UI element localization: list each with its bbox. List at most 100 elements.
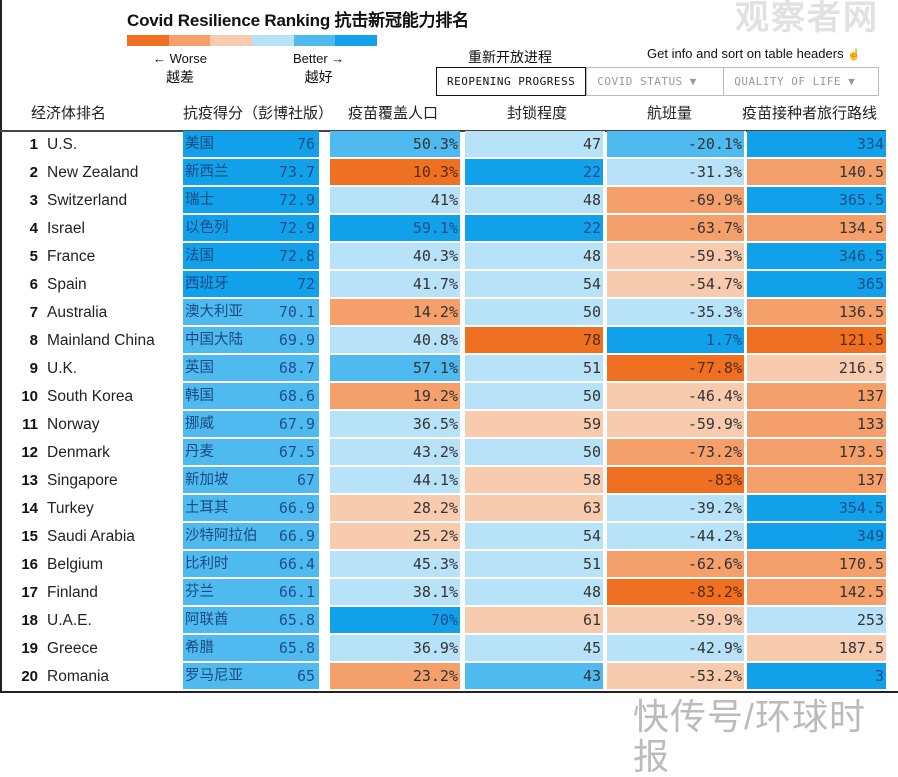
rank-number: 13 (21, 472, 38, 489)
score-cell: 中国大陆 69.9 (183, 327, 319, 354)
table-row[interactable]: 6 Spain 西班牙 72 41.7% 54 -54.7% 365 (0, 271, 890, 299)
travel-cell: 133 (747, 411, 886, 438)
score-value: 67.5 (278, 443, 315, 461)
table-row[interactable]: 20 Romania 罗马尼亚 65 23.2% 43 -53.2% 3 (0, 663, 890, 691)
table-row[interactable]: 4 Israel 以色列 72.9 59.1% 22 -63.7% 134.5 (0, 215, 890, 243)
score-value: 65 (296, 667, 315, 685)
rank-number: 8 (29, 332, 38, 349)
table-row[interactable]: 9 U.K. 英国 68.7 57.1% 51 -77.8% 216.5 (0, 355, 890, 383)
travel-cell: 140.5 (747, 159, 886, 186)
lockdown-cell: 54 (465, 523, 605, 550)
table-row[interactable]: 11 Norway 挪威 67.9 36.5% 59 -59.9% 133 (0, 411, 890, 439)
table-row[interactable]: 1 U.S. 美国 76 50.3% 47 -20.1% 334 (0, 131, 890, 159)
color-legend (127, 35, 378, 46)
country-name: Saudi Arabia (47, 528, 135, 545)
table-row[interactable]: 19 Greece 希腊 65.8 36.9% 45 -42.9% 187.5 (0, 635, 890, 663)
table-row[interactable]: 16 Belgium 比利时 66.4 45.3% 51 -62.6% 170.5 (0, 551, 890, 579)
header-economy[interactable]: 经济体排名 (31, 105, 107, 122)
vaccine-cell: 70% (330, 607, 460, 634)
table-row[interactable]: 17 Finland 芬兰 66.1 38.1% 48 -83.2% 142.5 (0, 579, 890, 607)
watermark-bottom: 快传号/环球时报 (633, 696, 867, 777)
vaccine-cell: 45.3% (330, 551, 460, 578)
score-value: 65.8 (278, 639, 315, 657)
worse-label: ← Worse (153, 51, 207, 66)
travel-cell: 349 (747, 523, 886, 550)
score-cell: 芬兰 66.1 (183, 579, 319, 606)
lockdown-cell: 51 (465, 355, 605, 382)
vaccine-cell: 38.1% (330, 579, 460, 606)
table-row[interactable]: 13 Singapore 新加坡 67 44.1% 58 -83% 137 (0, 467, 890, 495)
table-row[interactable]: 7 Australia 澳大利亚 70.1 14.2% 50 -35.3% 136.5 (0, 299, 890, 327)
table-row[interactable]: 3 Switzerland 瑞士 72.9 41% 48 -69.9% 365.5 (0, 187, 890, 215)
lockdown-cell: 63 (465, 495, 605, 522)
tabs-caption: 重新开放进程 (468, 49, 552, 65)
score-cell: 西班牙 72 (183, 271, 319, 298)
lockdown-cell: 50 (465, 299, 605, 326)
table-row[interactable]: 14 Turkey 土耳其 66.9 28.2% 63 -39.2% 354.5 (0, 495, 890, 523)
rank-number: 15 (21, 528, 38, 545)
legend-swatch (168, 35, 211, 46)
table-row[interactable]: 18 U.A.E. 阿联酋 65.8 70% 61 -59.9% 253 (0, 607, 890, 635)
score-value: 66.9 (278, 499, 315, 517)
score-value: 68.7 (278, 359, 315, 377)
vaccine-cell: 59.1% (330, 215, 460, 242)
header-flights[interactable]: 航班量 (647, 105, 693, 122)
flights-cell: -53.2% (607, 663, 746, 690)
travel-cell: 365 (747, 271, 886, 298)
travel-cell: 173.5 (747, 439, 886, 466)
country-name: Mainland China (47, 332, 155, 349)
tab-reopening-progress[interactable]: REOPENING PROGRESS (436, 67, 587, 96)
header-lockdown[interactable]: 封锁程度 (507, 105, 568, 122)
legend-swatch (252, 35, 294, 46)
vaccine-cell: 41% (330, 187, 460, 214)
table-row[interactable]: 5 France 法国 72.8 40.3% 48 -59.3% 346.5 (0, 243, 890, 271)
country-name: Australia (47, 304, 108, 321)
rank-number: 2 (29, 164, 38, 181)
tab-quality-of-life[interactable]: QUALITY OF LIFE ▼ (723, 68, 878, 95)
country-cn-name: 沙特阿拉伯 (185, 528, 258, 544)
rank-number: 7 (29, 304, 38, 321)
travel-cell: 253 (747, 607, 886, 634)
vaccine-cell: 43.2% (330, 439, 460, 466)
score-cell: 澳大利亚 70.1 (183, 299, 319, 326)
lockdown-cell: 48 (465, 579, 605, 606)
country-cn-name: 土耳其 (185, 500, 229, 516)
score-cell: 希腊 65.8 (183, 635, 319, 662)
country-cn-name: 澳大利亚 (185, 304, 243, 320)
country-cn-name: 新西兰 (185, 164, 229, 180)
lockdown-cell: 59 (465, 411, 605, 438)
rank-number: 10 (21, 388, 38, 405)
header-vaccine[interactable]: 疫苗覆盖人口 (348, 105, 439, 122)
table-row[interactable]: 10 South Korea 韩国 68.6 19.2% 50 -46.4% 137 (0, 383, 890, 411)
score-cell: 沙特阿拉伯 66.9 (183, 523, 319, 550)
tab-covid-status[interactable]: COVID STATUS ▼ (586, 68, 723, 95)
lockdown-cell: 54 (465, 271, 605, 298)
table-row[interactable]: 2 New Zealand 新西兰 73.7 10.3% 22 -31.3% 140.5 (0, 159, 890, 187)
country-cn-name: 法国 (185, 248, 214, 264)
vaccine-cell: 28.2% (330, 495, 460, 522)
country-cn-name: 瑞士 (185, 192, 214, 208)
header-travel[interactable]: 疫苗接种者旅行路线 (742, 105, 878, 122)
score-value: 66.1 (278, 583, 315, 601)
score-cell: 英国 68.7 (183, 355, 319, 382)
score-value: 67.9 (278, 415, 315, 433)
rank-number: 11 (22, 416, 38, 433)
rank-number: 6 (29, 276, 38, 293)
country-name: Denmark (47, 444, 110, 461)
table-row[interactable]: 12 Denmark 丹麦 67.5 43.2% 50 -73.2% 173.5 (0, 439, 890, 467)
country-name: Switzerland (47, 192, 128, 209)
lockdown-cell: 48 (465, 187, 605, 214)
rank-number: 16 (21, 556, 38, 573)
table-row[interactable]: 8 Mainland China 中国大陆 69.9 40.8% 78 1.7% 121.5 (0, 327, 890, 355)
header-score[interactable]: 抗疫得分（彭博社版） (183, 105, 334, 122)
flights-cell: -42.9% (607, 635, 746, 662)
score-cell: 瑞士 72.9 (183, 187, 319, 214)
flights-cell: -62.6% (607, 551, 746, 578)
country-name: Spain (47, 276, 87, 293)
country-cn-name: 美国 (185, 136, 214, 152)
score-value: 72.9 (278, 191, 315, 209)
table-row[interactable]: 15 Saudi Arabia 沙特阿拉伯 66.9 25.2% 54 -44.2% 349 (0, 523, 890, 551)
score-value: 68.6 (278, 387, 315, 405)
country-name: New Zealand (47, 164, 139, 181)
score-value: 65.8 (278, 611, 315, 629)
